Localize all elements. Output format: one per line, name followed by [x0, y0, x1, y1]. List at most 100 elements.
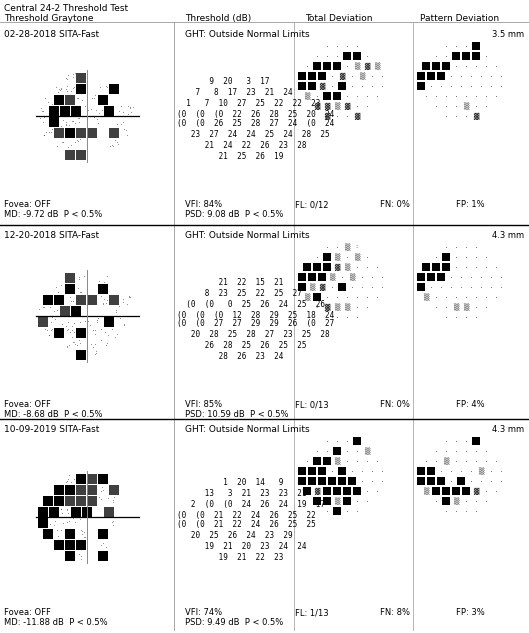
Text: ▒: ▒: [359, 72, 364, 80]
Bar: [70, 507, 80, 517]
Bar: [87, 128, 97, 138]
Bar: [87, 473, 97, 484]
Bar: [308, 72, 316, 80]
Text: ▓: ▓: [354, 113, 360, 120]
Bar: [323, 497, 331, 505]
Bar: [313, 457, 321, 465]
Bar: [104, 507, 114, 517]
Text: ▒: ▒: [344, 263, 350, 271]
Bar: [109, 84, 119, 94]
Bar: [422, 62, 430, 70]
Bar: [65, 284, 75, 294]
Text: 4.3 mm: 4.3 mm: [492, 231, 524, 240]
Bar: [38, 518, 48, 528]
Bar: [65, 529, 75, 539]
Text: ▒: ▒: [453, 303, 459, 311]
Text: ▒: ▒: [375, 62, 380, 70]
Text: ▒: ▒: [423, 487, 428, 495]
Text: ▒: ▒: [443, 457, 449, 465]
Bar: [98, 551, 108, 561]
Text: FP: 3%: FP: 3%: [456, 608, 485, 617]
Bar: [348, 477, 356, 485]
Bar: [109, 296, 119, 305]
Bar: [417, 467, 425, 475]
Text: 23  27  24  24  25  24  28  25: 23 27 24 24 25 24 28 25: [177, 130, 330, 139]
Text: ▒: ▒: [349, 273, 354, 281]
Text: 3.5 mm: 3.5 mm: [492, 30, 524, 39]
Text: MD: -11.88 dB  P < 0.5%: MD: -11.88 dB P < 0.5%: [4, 618, 107, 627]
Bar: [104, 317, 114, 327]
Bar: [65, 128, 75, 138]
Text: 9  20   3  17: 9 20 3 17: [177, 77, 269, 86]
Bar: [308, 467, 316, 475]
Text: MD: -8.68 dB  P < 0.5%: MD: -8.68 dB P < 0.5%: [4, 410, 103, 419]
Text: 12-20-2018 SITA-Fast: 12-20-2018 SITA-Fast: [4, 231, 99, 240]
Text: MD: -9.72 dB  P < 0.5%: MD: -9.72 dB P < 0.5%: [4, 210, 102, 219]
Bar: [328, 477, 336, 485]
Bar: [457, 477, 465, 485]
Text: ▓: ▓: [324, 103, 330, 110]
Bar: [308, 273, 316, 281]
Bar: [43, 529, 53, 539]
Bar: [462, 487, 470, 495]
Bar: [442, 487, 450, 495]
Bar: [323, 253, 331, 261]
Bar: [452, 52, 460, 60]
Bar: [298, 283, 306, 291]
Bar: [353, 437, 361, 445]
Bar: [442, 62, 450, 70]
Text: ::: ::: [325, 315, 329, 320]
Bar: [59, 106, 69, 116]
Text: VFI: 84%: VFI: 84%: [185, 200, 222, 209]
Bar: [76, 73, 86, 83]
Bar: [54, 95, 64, 105]
Bar: [38, 507, 48, 517]
Bar: [333, 507, 341, 515]
Text: 21  25  26  19: 21 25 26 19: [177, 152, 284, 161]
Bar: [54, 540, 64, 549]
Bar: [49, 106, 59, 116]
Bar: [76, 485, 86, 495]
Text: FN: 8%: FN: 8%: [380, 608, 410, 617]
Bar: [298, 467, 306, 475]
Bar: [338, 467, 346, 475]
Bar: [65, 150, 75, 160]
Bar: [54, 329, 64, 338]
Bar: [422, 263, 430, 271]
Bar: [323, 487, 331, 495]
Bar: [417, 477, 425, 485]
Bar: [65, 273, 75, 284]
Bar: [70, 106, 80, 116]
Bar: [303, 487, 311, 495]
Text: Threshold (dB): Threshold (dB): [185, 14, 251, 23]
Text: ▒: ▒: [334, 253, 340, 261]
Text: 20  28  25  28  27  23  25  28: 20 28 25 28 27 23 25 28: [177, 330, 330, 339]
Text: FP: 4%: FP: 4%: [456, 400, 485, 409]
Text: 20  25  26  24  23  29: 20 25 26 24 23 29: [177, 530, 293, 540]
Bar: [472, 52, 480, 60]
Text: ▒: ▒: [478, 467, 484, 475]
Text: ▓: ▓: [334, 263, 340, 270]
Bar: [333, 92, 341, 100]
Bar: [98, 284, 108, 294]
Bar: [76, 496, 86, 506]
Bar: [49, 507, 59, 517]
Bar: [104, 106, 114, 116]
Bar: [338, 283, 346, 291]
Bar: [353, 52, 361, 60]
Bar: [452, 487, 460, 495]
Bar: [76, 540, 86, 549]
Text: 1   7  10  27  25  22  22  23: 1 7 10 27 25 22 22 23: [177, 99, 321, 108]
Bar: [298, 273, 306, 281]
Bar: [54, 496, 64, 506]
Bar: [318, 72, 326, 80]
Bar: [54, 485, 64, 495]
Text: ▒: ▒: [344, 303, 350, 311]
Text: Fovea: OFF: Fovea: OFF: [4, 200, 51, 209]
Text: ▒: ▒: [463, 102, 469, 110]
Bar: [432, 263, 440, 271]
Text: 1  20  14   9: 1 20 14 9: [177, 479, 284, 487]
Text: (0  (0   0  25  26  24  25  26: (0 (0 0 25 26 24 25 26: [177, 300, 325, 309]
Bar: [65, 551, 75, 561]
Text: ▓: ▓: [344, 103, 350, 110]
